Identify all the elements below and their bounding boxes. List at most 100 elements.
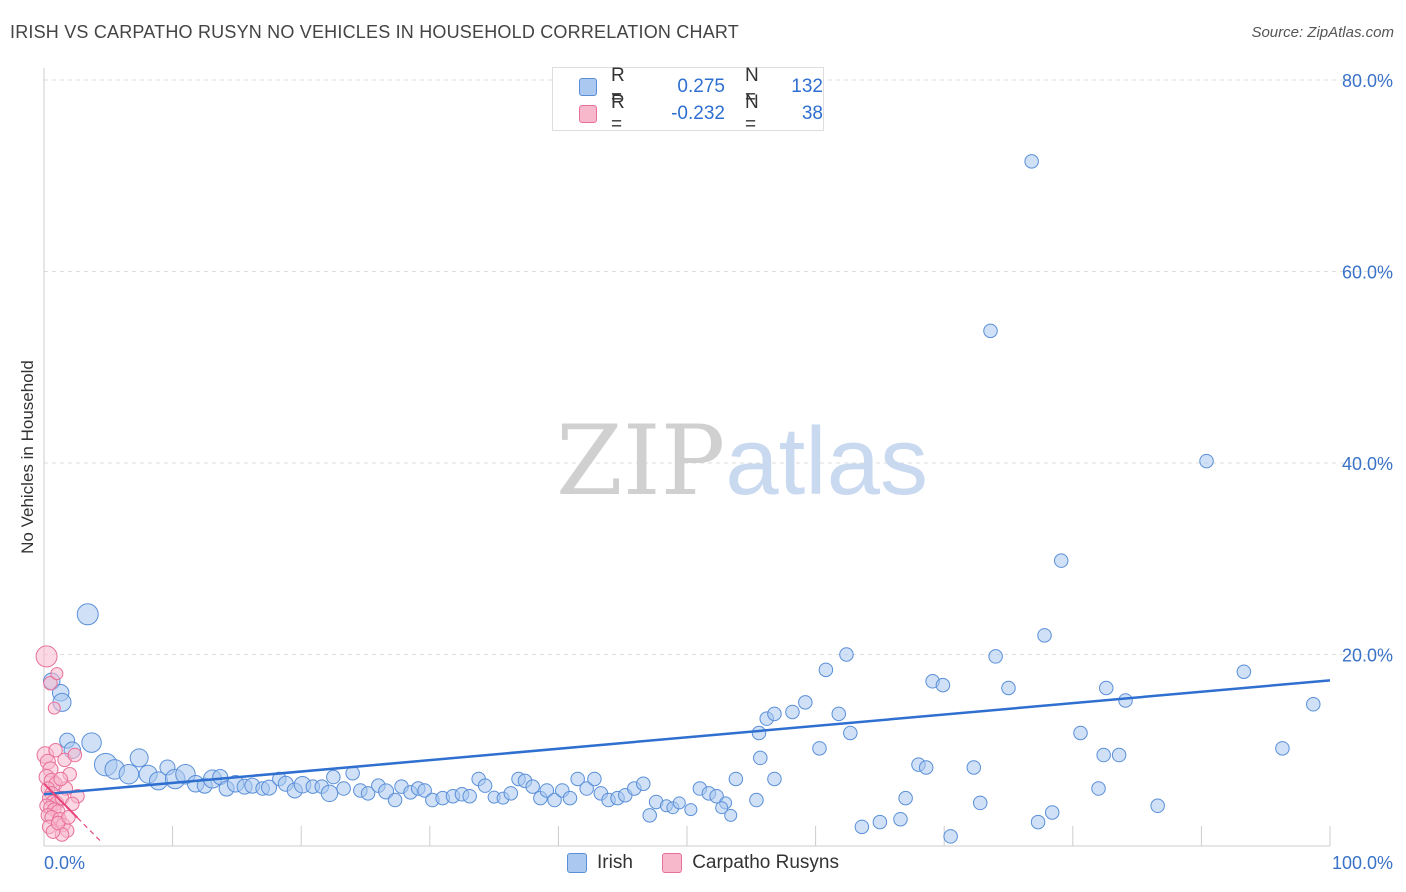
irish-point-109 (1001, 680, 1016, 696)
irish-point-57 (525, 779, 540, 794)
series-legend: Irish Carpatho Rusyns (0, 852, 1406, 879)
irish-point-125 (1275, 741, 1290, 756)
rusyn-point-3 (47, 701, 61, 715)
rusyn-point-2 (50, 667, 64, 681)
irish-point-119 (1111, 747, 1127, 763)
irish-point-34 (336, 781, 351, 796)
irish-point-86 (767, 771, 782, 787)
irish-point-83 (724, 808, 738, 822)
legend-r-label: R = (610, 65, 625, 108)
irish-point-94 (831, 706, 846, 722)
irish-point-37 (360, 786, 376, 801)
irish-point-107 (972, 795, 988, 811)
irish-point-98 (872, 814, 888, 830)
irish-point-113 (1037, 628, 1052, 643)
legend-n-value-rusyn: 38 (801, 103, 823, 124)
irish-point-116 (1073, 725, 1088, 741)
watermark-atlas: atlas (725, 408, 928, 515)
series-legend-irish[interactable]: Irish (567, 852, 633, 874)
y-axis-label: No Vehicles in Household (18, 360, 37, 554)
irish-point-127 (715, 801, 729, 815)
legend-r-label: R = (610, 92, 625, 135)
legend-n-value-irish: 132 (791, 76, 823, 97)
irish-point-105 (943, 829, 958, 844)
chart-title: IRISH VS CARPATHO RUSYN NO VEHICLES IN H… (10, 22, 739, 42)
irish-point-32 (320, 784, 339, 803)
irish-point-4 (76, 603, 99, 626)
source-credit: Source: ZipAtlas.com (1251, 24, 1394, 41)
irish-point-120 (1098, 680, 1114, 696)
carpatho-rusyns-series (35, 645, 85, 842)
irish-point-114 (1044, 805, 1060, 820)
irish-point-110 (1024, 154, 1039, 169)
rusyn-point-32 (48, 743, 63, 758)
tick-labels: 20.0% 40.0% 60.0% 80.0% 0.0% 100.0% (44, 71, 1393, 873)
rusyn-point-29 (65, 796, 80, 812)
x-tick-label-0: 0.0% (44, 853, 85, 873)
rusyn-point-33 (53, 771, 68, 787)
irish-point-91 (798, 695, 813, 710)
irish-point-59 (539, 783, 555, 798)
series-legend-rusyn[interactable]: Carpatho Rusyns (662, 852, 839, 874)
y-tick-label-80: 80.0% (1342, 71, 1393, 91)
irish-point-85 (753, 750, 768, 766)
irish-point-6 (81, 732, 102, 753)
x-tick-label-100: 100.0% (1332, 853, 1393, 873)
irish-point-124 (1236, 664, 1252, 679)
legend-n-label: N = (744, 65, 759, 108)
legend-swatch-rusyn (579, 105, 597, 123)
irish-point-40 (387, 792, 403, 808)
series-legend-label-rusyn: Carpatho Rusyns (692, 852, 839, 873)
rusyn-point-31 (67, 747, 83, 763)
series-legend-swatch-irish (567, 853, 587, 873)
irish-point-99 (893, 811, 908, 827)
irish-point-97 (854, 819, 870, 835)
irish-point-49 (462, 788, 477, 804)
axes (43, 68, 1331, 847)
irish-point-65 (587, 771, 602, 787)
y-tick-label-60: 60.0% (1342, 263, 1393, 283)
irish-point-51 (477, 778, 493, 793)
irish-point-33 (326, 769, 341, 785)
irish-point-111 (983, 323, 998, 339)
irish-point-63 (570, 771, 585, 787)
irish-trend-line (43, 679, 1331, 796)
irish-point-90 (785, 704, 800, 720)
rusyn-point-37 (61, 810, 76, 825)
irish-point-88 (751, 725, 767, 741)
legend-swatch-irish (579, 78, 597, 96)
irish-point-93 (818, 662, 834, 678)
irish-point-123 (1199, 453, 1214, 469)
y-tick-label-40: 40.0% (1342, 454, 1393, 474)
trend-lines (43, 679, 1331, 842)
irish-point-62 (562, 790, 578, 806)
irish-point-118 (1096, 747, 1111, 763)
legend-row-rusyn: R = -0.232 N = 38 (579, 92, 823, 135)
irish-point-106 (966, 760, 982, 775)
legend-r-value-rusyn: -0.232 (671, 103, 725, 124)
irish-point-108 (988, 649, 1003, 664)
rusyn-trend-extension (77, 817, 102, 842)
irish-point-71 (636, 776, 651, 792)
irish-point-80 (709, 788, 724, 804)
legend-row-irish: R = 0.275 N = 132 (579, 65, 823, 108)
irish-point-95 (839, 647, 854, 662)
correlation-legend: R = 0.275 N = 132 R = -0.232 N = 38 (552, 65, 824, 135)
irish-point-122 (1150, 798, 1165, 814)
irish-point-112 (1030, 814, 1046, 830)
irish-point-121 (1118, 693, 1133, 708)
watermark-zip: ZIP (556, 405, 726, 517)
series-legend-label-irish: Irish (597, 852, 633, 873)
gridlines (44, 79, 1392, 655)
irish-point-25 (261, 779, 278, 796)
irish-point-117 (1091, 781, 1106, 796)
irish-point-84 (749, 792, 764, 808)
rusyn-trend-line (43, 783, 79, 819)
irish-point-92 (812, 741, 827, 756)
irish-point-102 (918, 760, 934, 775)
legend-n-label: N = (744, 92, 759, 135)
rusyn-point-0 (35, 645, 58, 668)
irish-point-96 (843, 725, 858, 741)
irish-series (42, 154, 1321, 844)
